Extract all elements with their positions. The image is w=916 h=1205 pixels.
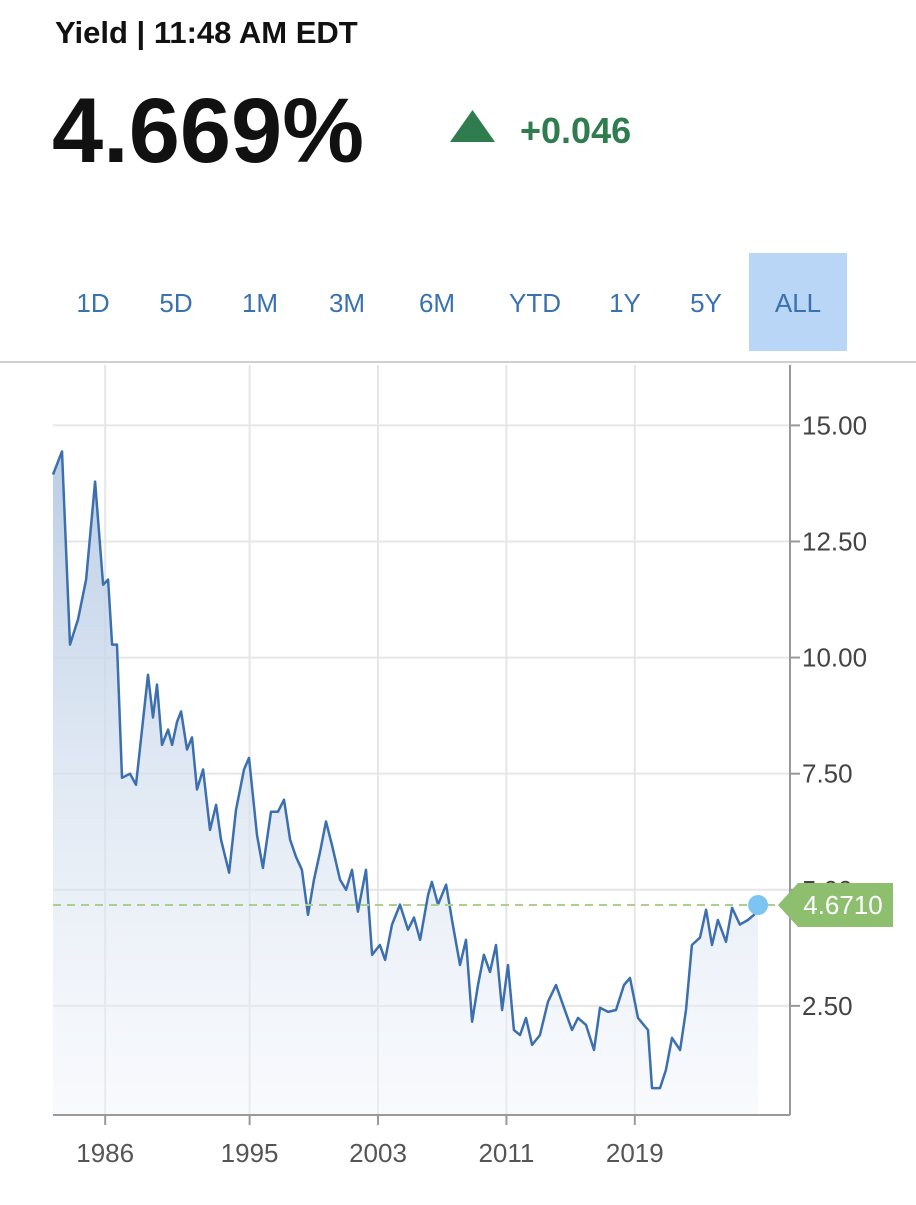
area	[53, 451, 759, 1115]
x-tick-label: 2019	[606, 1138, 664, 1168]
plot: 198619952003201120192.505.007.5010.0012.…	[51, 365, 893, 1168]
range-tab[interactable]: 3M	[329, 288, 365, 318]
range-tab[interactable]: YTD	[509, 288, 561, 318]
range-tab[interactable]: 6M	[419, 288, 455, 318]
x-tick-label: 1995	[221, 1138, 279, 1168]
change: +0.046	[520, 110, 631, 151]
last-point	[748, 895, 769, 916]
range-tab[interactable]: 5D	[159, 288, 192, 318]
y-tick-label: 15.00	[802, 410, 867, 440]
last-value-label: 4.6710	[803, 890, 883, 920]
line	[51, 450, 760, 1090]
range-tab[interactable]: 1Y	[609, 288, 641, 318]
y-tick-label: 10.00	[802, 643, 867, 673]
price: 4.669%	[52, 80, 364, 182]
x-tick-label: 2003	[349, 1138, 407, 1168]
header-title: Yield | 11:48 AM EDT	[55, 15, 358, 50]
range-tab[interactable]: ALL	[775, 288, 821, 318]
tab-selected-bg	[749, 253, 847, 351]
range-tab[interactable]: 1M	[242, 288, 278, 318]
y-tick-label: 2.50	[802, 991, 853, 1021]
y-tick-label: 7.50	[802, 759, 853, 789]
x-tick-label: 2011	[478, 1138, 534, 1168]
range-tabs: 1D 5D 1M 3M 6M YTD 1Y 5Y ALL	[76, 253, 847, 351]
x-tick-label: 1986	[76, 1138, 134, 1168]
last-value-tag	[778, 883, 893, 928]
range-tab[interactable]: 5Y	[690, 288, 722, 318]
y-tick-label: 12.50	[802, 526, 867, 556]
range-tab[interactable]: 1D	[76, 288, 109, 318]
up-arrow	[450, 110, 495, 142]
